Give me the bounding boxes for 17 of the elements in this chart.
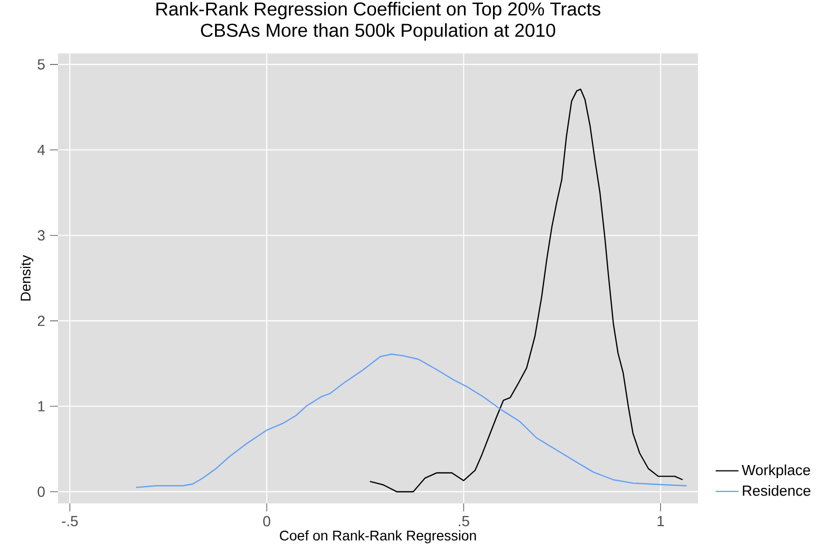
x-tick-label: .5 xyxy=(458,516,470,526)
y-tick-label: 4 xyxy=(37,144,45,155)
y-tick-label: 2 xyxy=(38,316,45,326)
legend-label: Workplace xyxy=(742,464,810,478)
y-tick-label: 0 xyxy=(38,486,45,497)
line-series xyxy=(135,354,688,488)
x-tick-label: -.5 xyxy=(62,516,78,526)
x-axis-title: Coef on Rank-Rank Regression xyxy=(280,530,476,544)
chart-title: Rank-Rank Regression Coefficient on Top 20% Tracts xyxy=(156,2,600,20)
y-tick-label: 1 xyxy=(38,401,45,412)
y-tick-label: 3 xyxy=(38,230,45,241)
legend-label: Residence xyxy=(742,485,810,496)
x-tick-label: 0 xyxy=(263,516,270,526)
y-tick-label: 5 xyxy=(38,59,45,70)
x-tick-label: 1 xyxy=(658,516,664,526)
y-axis-title: Density xyxy=(20,255,34,301)
chart-subtitle: CBSAs More than 500k Population at 2010 xyxy=(200,23,556,41)
